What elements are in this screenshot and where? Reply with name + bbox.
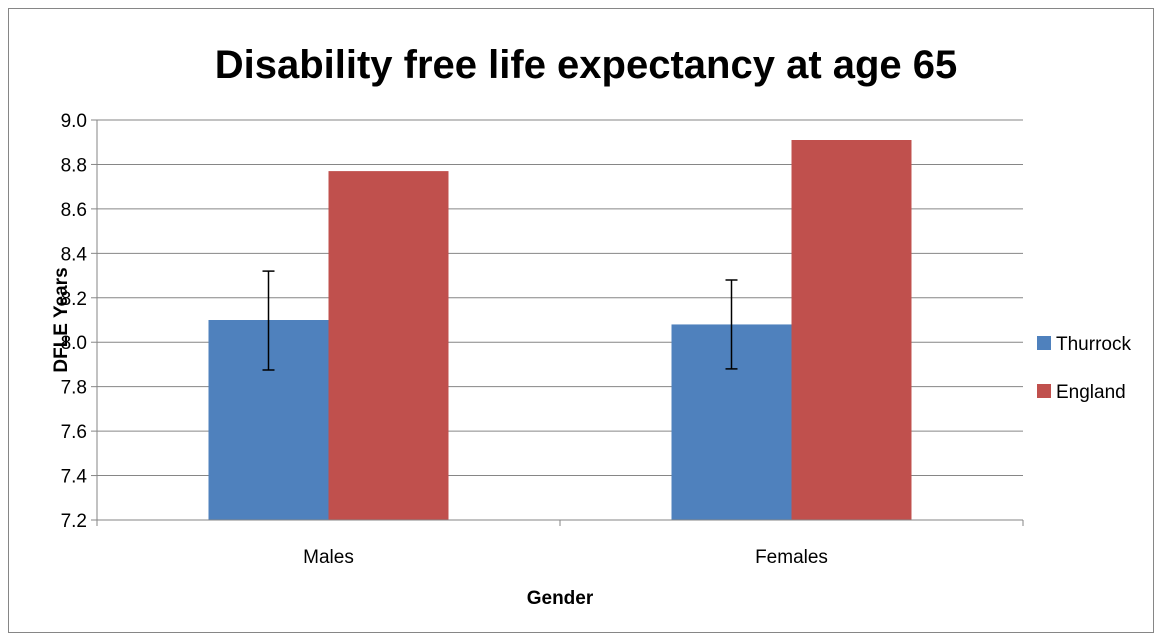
legend-swatch-england [1037, 384, 1051, 398]
y-tick-label: 8.4 [61, 244, 88, 265]
legend-label-thurrock: Thurrock [1056, 334, 1131, 355]
x-axis-title: Gender [527, 588, 594, 609]
x-axis-ticks: Males Females [96, 520, 1024, 568]
chart-frame [8, 8, 1154, 633]
y-tick-label: 8.0 [61, 333, 87, 354]
bars [208, 140, 912, 520]
legend-label-england: England [1056, 382, 1126, 403]
y-tick-label: 8.6 [61, 200, 87, 221]
y-tick-label: 9.0 [61, 111, 87, 132]
y-tick-label: 7.4 [61, 467, 88, 488]
bar-england-females [791, 140, 912, 520]
x-tick-label: Females [755, 547, 828, 568]
y-tick-label: 8.8 [61, 155, 87, 176]
chart-title: Disability free life expectancy at age 6… [215, 43, 958, 87]
y-tick-label: 8.2 [61, 289, 87, 310]
y-axis-title: DFLE Years [51, 267, 72, 372]
y-tick-label: 7.6 [61, 422, 87, 443]
y-tick-label: 7.2 [61, 511, 87, 532]
y-axis-ticks: 7.2 7.4 7.6 7.8 8.0 8.2 8.4 8.6 8.8 9.0 [61, 111, 97, 532]
y-tick-label: 7.8 [61, 378, 87, 399]
x-tick-label: Males [303, 547, 354, 568]
bar-england-males [328, 171, 449, 520]
error-bars [262, 270, 738, 371]
legend: Thurrock England [1037, 334, 1131, 403]
legend-swatch-thurrock [1037, 336, 1051, 350]
